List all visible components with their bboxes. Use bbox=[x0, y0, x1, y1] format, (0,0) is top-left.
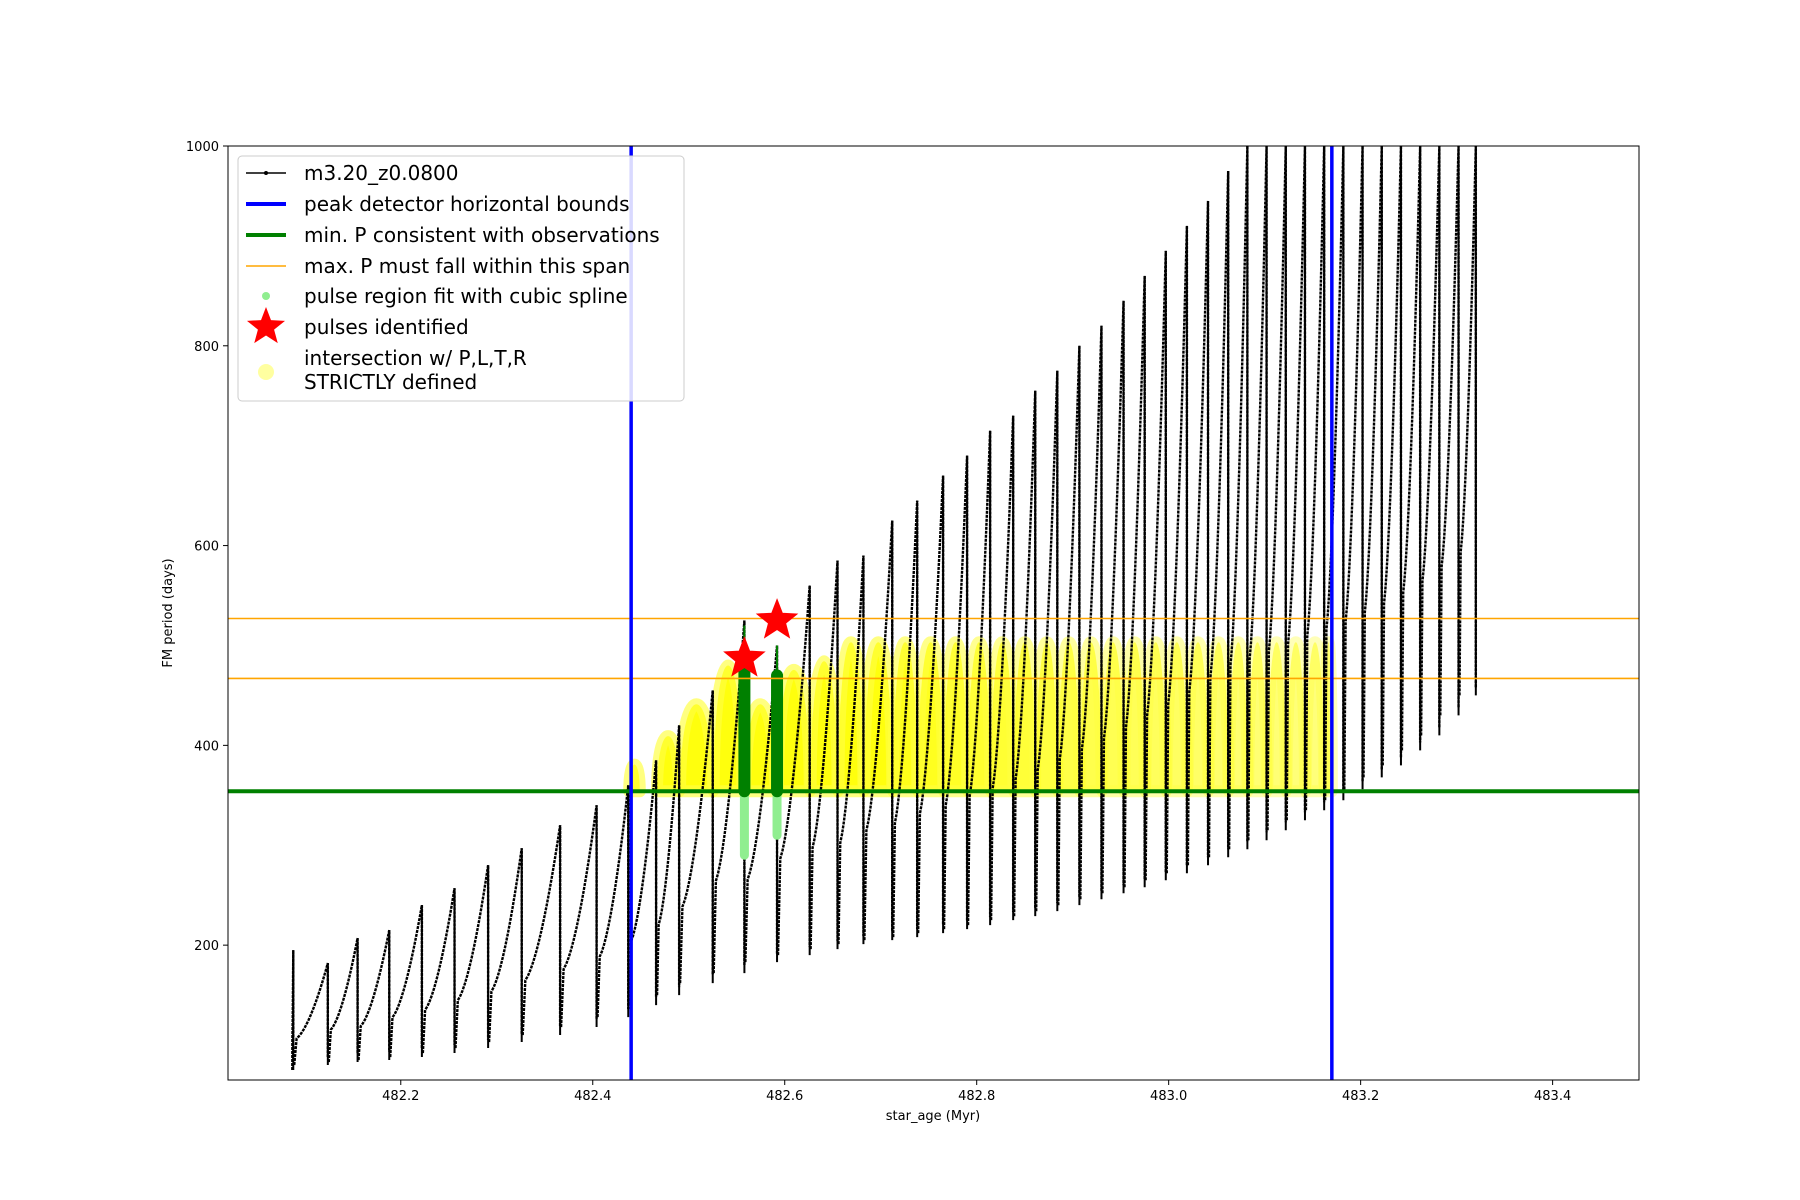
y-tick-label: 1000 bbox=[186, 140, 219, 155]
x-tick-label: 483.4 bbox=[1534, 1089, 1571, 1104]
model-pulse bbox=[1247, 146, 1268, 841]
model-pulse bbox=[357, 929, 391, 1061]
model-pulse bbox=[1035, 370, 1059, 912]
model-pulse bbox=[1323, 146, 1345, 801]
model-pulse bbox=[559, 805, 598, 1028]
model-pulse bbox=[1123, 275, 1146, 888]
legend-label: intersection w/ P,L,T,R bbox=[304, 346, 527, 370]
legend-box bbox=[237, 155, 685, 402]
legend-label: min. P consistent with observations bbox=[304, 223, 660, 247]
model-pulse bbox=[744, 645, 779, 963]
plot-area bbox=[228, 146, 1639, 1080]
axes-ticks: 482.2 482.4 482.6 482.8 483.0 483.2 483.4 200 40… bbox=[186, 140, 1571, 1104]
model-pulse bbox=[837, 555, 865, 945]
model-pulse bbox=[1165, 225, 1189, 874]
model-pulse bbox=[942, 455, 969, 930]
model-pulse bbox=[891, 500, 919, 938]
model-pulse bbox=[293, 962, 330, 1066]
legend-entry: peak detector horizontal bounds bbox=[246, 192, 630, 216]
model-pulse bbox=[1012, 390, 1037, 917]
y-tick-label: 200 bbox=[194, 939, 219, 954]
model-pulse bbox=[966, 430, 992, 926]
model-pulse bbox=[1207, 170, 1230, 858]
x-tick-label: 482.6 bbox=[766, 1089, 803, 1104]
legend-entry: min. P consistent with observations bbox=[246, 223, 660, 247]
legend-label: m3.20_z0.0800 bbox=[304, 161, 459, 185]
x-axis-label: star_age (Myr) bbox=[886, 1109, 980, 1124]
plot-frame bbox=[227, 145, 1640, 1081]
model-pulse bbox=[1304, 146, 1326, 811]
y-tick-label: 600 bbox=[194, 540, 219, 555]
model-pulse bbox=[521, 825, 562, 1036]
x-tick-label: 483.0 bbox=[1150, 1089, 1187, 1104]
model-pulse bbox=[1266, 146, 1287, 831]
model-series bbox=[291, 146, 1478, 1071]
model-pulse bbox=[1227, 146, 1249, 850]
legend-entry: max. P must fall within this span bbox=[246, 254, 630, 278]
model-pulse bbox=[1101, 300, 1125, 894]
x-tick-label: 482.4 bbox=[574, 1089, 611, 1104]
model-pulse bbox=[327, 937, 359, 1063]
model-pulse bbox=[863, 520, 894, 941]
model-pulse bbox=[1343, 146, 1364, 790]
legend-swatch bbox=[246, 307, 286, 344]
y-tick-label: 400 bbox=[194, 739, 219, 754]
model-pulse bbox=[776, 585, 811, 956]
legend-label: max. P must fall within this span bbox=[304, 254, 630, 278]
model-pulse bbox=[916, 475, 945, 934]
model-pulse bbox=[1057, 345, 1081, 906]
model-pulse bbox=[809, 560, 839, 950]
model-pulse bbox=[1439, 146, 1460, 716]
model-pulse bbox=[989, 415, 1015, 921]
x-tick-label: 482.8 bbox=[958, 1089, 995, 1104]
legend-swatch bbox=[258, 364, 274, 380]
pulse-identified-star bbox=[723, 636, 766, 677]
model-pulse bbox=[596, 785, 630, 1018]
y-tick-label: 800 bbox=[194, 340, 219, 355]
legend-label: pulse region fit with cubic spline bbox=[304, 284, 628, 308]
legend-swatch bbox=[262, 292, 270, 300]
model-pulse bbox=[1079, 325, 1103, 900]
model-pulse bbox=[389, 904, 424, 1058]
legend-label: peak detector horizontal bounds bbox=[304, 192, 630, 216]
pulse-identified-star bbox=[755, 598, 799, 639]
legend-swatch-marker bbox=[264, 171, 268, 175]
legend-label: STRICTLY defined bbox=[304, 370, 477, 394]
x-tick-label: 482.2 bbox=[382, 1089, 419, 1104]
model-pulse bbox=[421, 888, 456, 1054]
model-pulse bbox=[487, 848, 523, 1043]
y-axis-label: FM period (days) bbox=[161, 558, 176, 667]
model-pulse bbox=[655, 725, 681, 996]
legend-label: pulses identified bbox=[304, 315, 469, 339]
intersection-arch bbox=[707, 659, 749, 798]
model-pulse bbox=[1419, 146, 1441, 736]
model-pulse bbox=[1362, 146, 1383, 778]
model-pulse bbox=[1458, 146, 1478, 696]
model-pulse bbox=[454, 865, 490, 1049]
model-pulse bbox=[1400, 146, 1422, 751]
model-pulse bbox=[678, 690, 714, 984]
legend-entry: pulses identified bbox=[246, 307, 469, 344]
model-pulse bbox=[1381, 146, 1403, 766]
legend-entry: pulse region fit with cubic spline bbox=[262, 284, 628, 308]
legend-entry: m3.20_z0.0800 bbox=[246, 161, 459, 185]
x-tick-label: 483.2 bbox=[1342, 1089, 1379, 1104]
model-pulse bbox=[1186, 200, 1210, 866]
